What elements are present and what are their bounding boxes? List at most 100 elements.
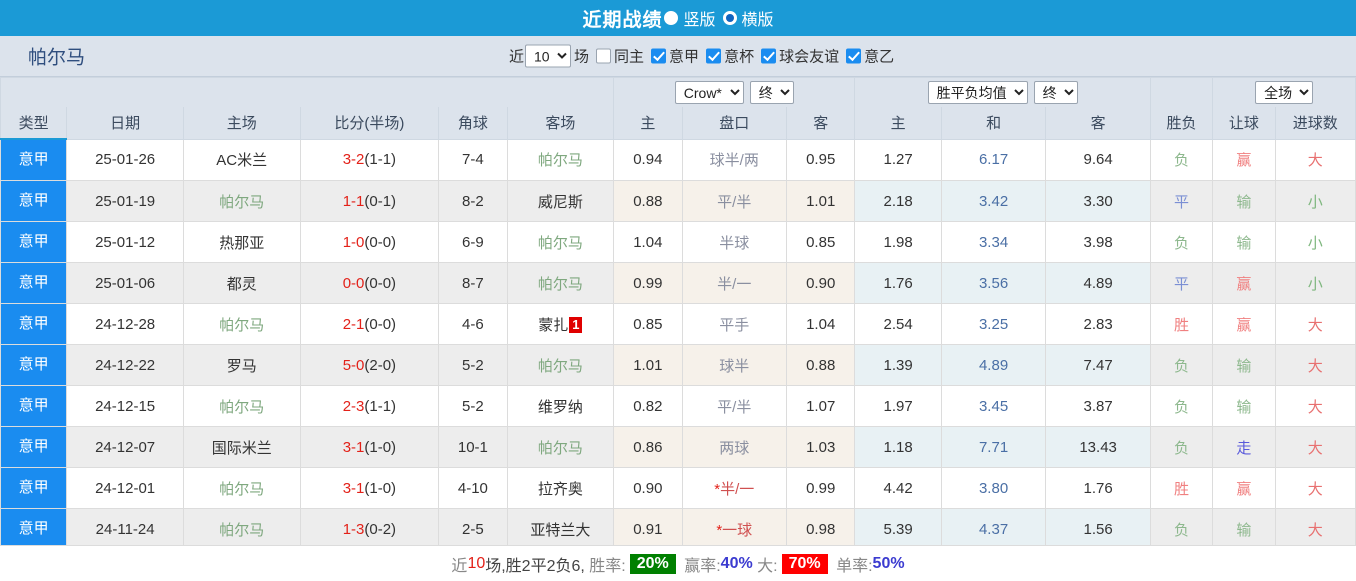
same-home-checkbox[interactable] [596, 48, 612, 64]
cell-eu-away: 9.64 [1045, 138, 1151, 181]
cell-home[interactable]: 帕尔马 [182, 180, 301, 222]
header-ah-line[interactable]: 盘口 [681, 107, 788, 140]
header-handicap-result[interactable]: 让球 [1212, 107, 1276, 140]
header-corner[interactable]: 角球 [438, 107, 508, 140]
away-team-name[interactable]: 帕尔马 [537, 234, 583, 252]
scope-select[interactable]: 全场 [1255, 81, 1314, 104]
cell-away[interactable]: 威尼斯 [506, 180, 615, 222]
away-team-name[interactable]: 蒙扎 [538, 316, 569, 334]
header-away[interactable]: 客场 [506, 107, 615, 140]
cell-home[interactable]: 罗马 [182, 344, 301, 386]
cell-away[interactable]: 帕尔马 [506, 262, 615, 304]
table-row[interactable]: 意甲 24-12-01 帕尔马 3-1(1-0) 4-10 拉齐奥 0.90 *半/一 0.99… [0, 467, 1356, 509]
away-team-name[interactable]: 帕尔马 [537, 439, 583, 457]
cell-home[interactable]: 都灵 [182, 262, 301, 304]
home-team-name[interactable]: 帕尔马 [219, 193, 265, 211]
away-team-name[interactable]: 帕尔马 [537, 357, 583, 375]
header-eu-draw[interactable]: 和 [940, 107, 1047, 140]
table-row[interactable]: 意甲 24-11-24 帕尔马 1-3(0-2) 2-5 亚特兰大 0.91 *一球 0.98 5… [0, 508, 1356, 545]
view-mode-option-horizontal[interactable]: 横版 [722, 6, 774, 30]
ah-line-text: 半球 [719, 234, 750, 252]
away-team-name[interactable]: 拉齐奥 [537, 480, 583, 498]
result-text: 负 [1174, 521, 1190, 539]
cell-score[interactable]: 3-1(1-0) [299, 426, 440, 468]
cell-home[interactable]: 热那亚 [182, 221, 301, 263]
cell-home[interactable]: 帕尔马 [182, 303, 301, 345]
home-team-name[interactable]: AC米兰 [216, 152, 268, 170]
away-team-name[interactable]: 亚特兰大 [530, 521, 591, 539]
table-row[interactable]: 意甲 25-01-19 帕尔马 1-1(0-1) 8-2 威尼斯 0.88 平/半 1.01 2.… [0, 180, 1356, 222]
header-home[interactable]: 主场 [182, 107, 301, 140]
handicap-stage-select[interactable]: 终 [749, 81, 794, 104]
league-checkbox-serieb[interactable] [846, 48, 862, 64]
home-team-name[interactable]: 帕尔马 [219, 521, 265, 539]
table-row[interactable]: 意甲 24-12-07 国际米兰 3-1(1-0) 10-1 帕尔马 0.86 两球 1.03 1… [0, 426, 1356, 468]
header-ah-away[interactable]: 客 [786, 107, 856, 140]
cell-score[interactable]: 5-0(2-0) [299, 344, 440, 386]
cell-eu-away: 3.98 [1045, 221, 1151, 263]
view-mode-option-vertical[interactable]: 竖版 [664, 6, 716, 30]
league-badge: 意甲 [1, 222, 66, 262]
away-team-name[interactable]: 威尼斯 [537, 193, 583, 211]
cell-ah-line: 平/半 [681, 180, 788, 222]
cell-away[interactable]: 帕尔马 [506, 221, 615, 263]
cell-home[interactable]: 帕尔马 [182, 467, 301, 509]
table-row[interactable]: 意甲 24-12-22 罗马 5-0(2-0) 5-2 帕尔马 1.01 球半 0.88 1.39… [0, 344, 1356, 386]
away-team-name[interactable]: 帕尔马 [537, 275, 583, 293]
cell-score[interactable]: 1-1(0-1) [299, 180, 440, 222]
cell-home[interactable]: 帕尔马 [182, 508, 301, 545]
cell-home[interactable]: AC米兰 [182, 138, 301, 181]
cell-score[interactable]: 3-2(1-1) [299, 138, 440, 181]
away-team-name[interactable]: 维罗纳 [537, 398, 583, 416]
home-team-name[interactable]: 都灵 [226, 275, 257, 293]
cell-away[interactable]: 亚特兰大 [506, 508, 615, 545]
cell-away[interactable]: 帕尔马 [506, 426, 615, 468]
radio-selected-icon[interactable] [664, 11, 679, 25]
header-date[interactable]: 日期 [66, 107, 184, 140]
control-cell-left [0, 77, 615, 107]
header-eu-away[interactable]: 客 [1045, 107, 1151, 140]
cell-score[interactable]: 2-1(0-0) [299, 303, 440, 345]
cell-away[interactable]: 蒙扎 1 [506, 303, 615, 345]
away-team-name[interactable]: 帕尔马 [537, 152, 583, 170]
cell-eu-home: 1.97 [854, 385, 942, 427]
odds-stage-select[interactable]: 终 [1033, 81, 1078, 104]
odds-type-select[interactable]: 胜平负均值 [927, 81, 1028, 104]
home-team-name[interactable]: 罗马 [226, 357, 257, 375]
table-row[interactable]: 意甲 25-01-12 热那亚 1-0(0-0) 6-9 帕尔马 1.04 半球 0.85 1.9… [0, 221, 1356, 263]
league-checkbox-friendly[interactable] [761, 48, 777, 64]
home-team-name[interactable]: 热那亚 [219, 234, 265, 252]
cell-score[interactable]: 1-0(0-0) [299, 221, 440, 263]
cell-away[interactable]: 拉齐奥 [506, 467, 615, 509]
home-team-name[interactable]: 帕尔马 [219, 480, 265, 498]
bookmaker-select[interactable]: Crow* [674, 81, 744, 104]
home-team-name[interactable]: 国际米兰 [211, 439, 272, 457]
table-row[interactable]: 意甲 25-01-06 都灵 0-0(0-0) 8-7 帕尔马 0.99 半/一 0.90 1.7… [0, 262, 1356, 304]
cell-home[interactable]: 国际米兰 [182, 426, 301, 468]
header-goals-result[interactable]: 进球数 [1274, 107, 1356, 140]
league-checkbox-seriea[interactable] [651, 48, 667, 64]
league-checkbox-coppa[interactable] [706, 48, 722, 64]
cell-score[interactable]: 1-3(0-2) [299, 508, 440, 545]
table-row[interactable]: 意甲 24-12-15 帕尔马 2-3(1-1) 5-2 维罗纳 0.82 平/半 1.07 1.… [0, 385, 1356, 427]
table-row[interactable]: 意甲 25-01-26 AC米兰 3-2(1-1) 7-4 帕尔马 0.94 球半/两 0.95… [0, 138, 1356, 181]
home-team-name[interactable]: 帕尔马 [219, 316, 265, 334]
match-count-select[interactable]: 10 [525, 44, 572, 68]
radio-unselected-icon[interactable] [722, 11, 737, 25]
cell-away[interactable]: 帕尔马 [506, 344, 615, 386]
cell-away[interactable]: 维罗纳 [506, 385, 615, 427]
table-row[interactable]: 意甲 24-12-28 帕尔马 2-1(0-0) 4-6 蒙扎 1 0.85 平手 1.04 2.5… [0, 303, 1356, 345]
cell-score[interactable]: 3-1(1-0) [299, 467, 440, 509]
cell-eu-away: 7.47 [1045, 344, 1151, 386]
header-type[interactable]: 类型 [0, 107, 68, 140]
header-result[interactable]: 胜负 [1149, 107, 1214, 140]
cell-eu-draw: 3.80 [940, 467, 1047, 509]
header-ah-home[interactable]: 主 [613, 107, 683, 140]
cell-score[interactable]: 0-0(0-0) [299, 262, 440, 304]
home-team-name[interactable]: 帕尔马 [219, 398, 265, 416]
cell-score[interactable]: 2-3(1-1) [299, 385, 440, 427]
header-score[interactable]: 比分(半场) [299, 107, 440, 140]
cell-away[interactable]: 帕尔马 [506, 138, 615, 181]
cell-home[interactable]: 帕尔马 [182, 385, 301, 427]
header-eu-home[interactable]: 主 [854, 107, 942, 140]
